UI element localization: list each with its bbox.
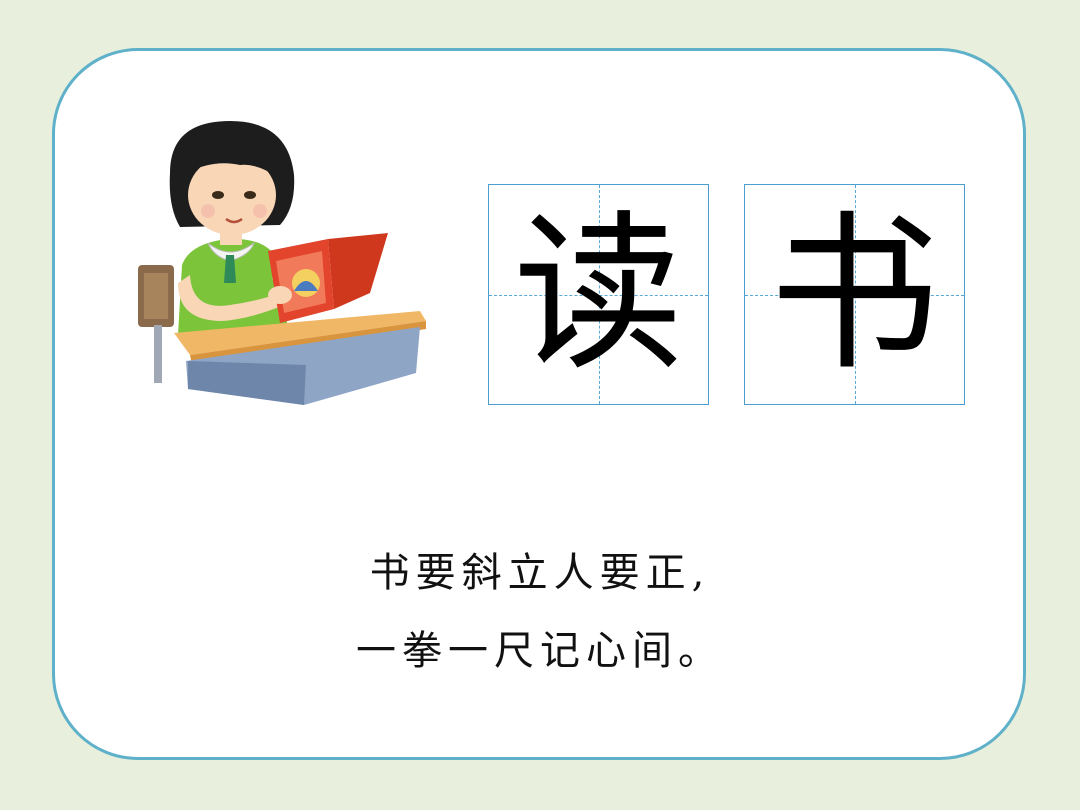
grid-guide-horizontal: [489, 294, 708, 296]
character-grid-box: 书: [744, 184, 965, 405]
girl-reading-book-at-desk-icon: [138, 121, 426, 405]
poem-line: 一拳一尺记心间。: [356, 628, 724, 674]
character-glyph: 书: [769, 195, 940, 394]
character-grid-box: 读: [488, 184, 709, 405]
character-glyph: 读: [513, 195, 684, 394]
poem-line: 书要斜立人要正,: [369, 550, 711, 596]
chair-icon: [138, 265, 174, 383]
grid-guide-horizontal: [745, 294, 964, 296]
desk-icon: [174, 311, 426, 405]
book-icon: [268, 233, 388, 323]
